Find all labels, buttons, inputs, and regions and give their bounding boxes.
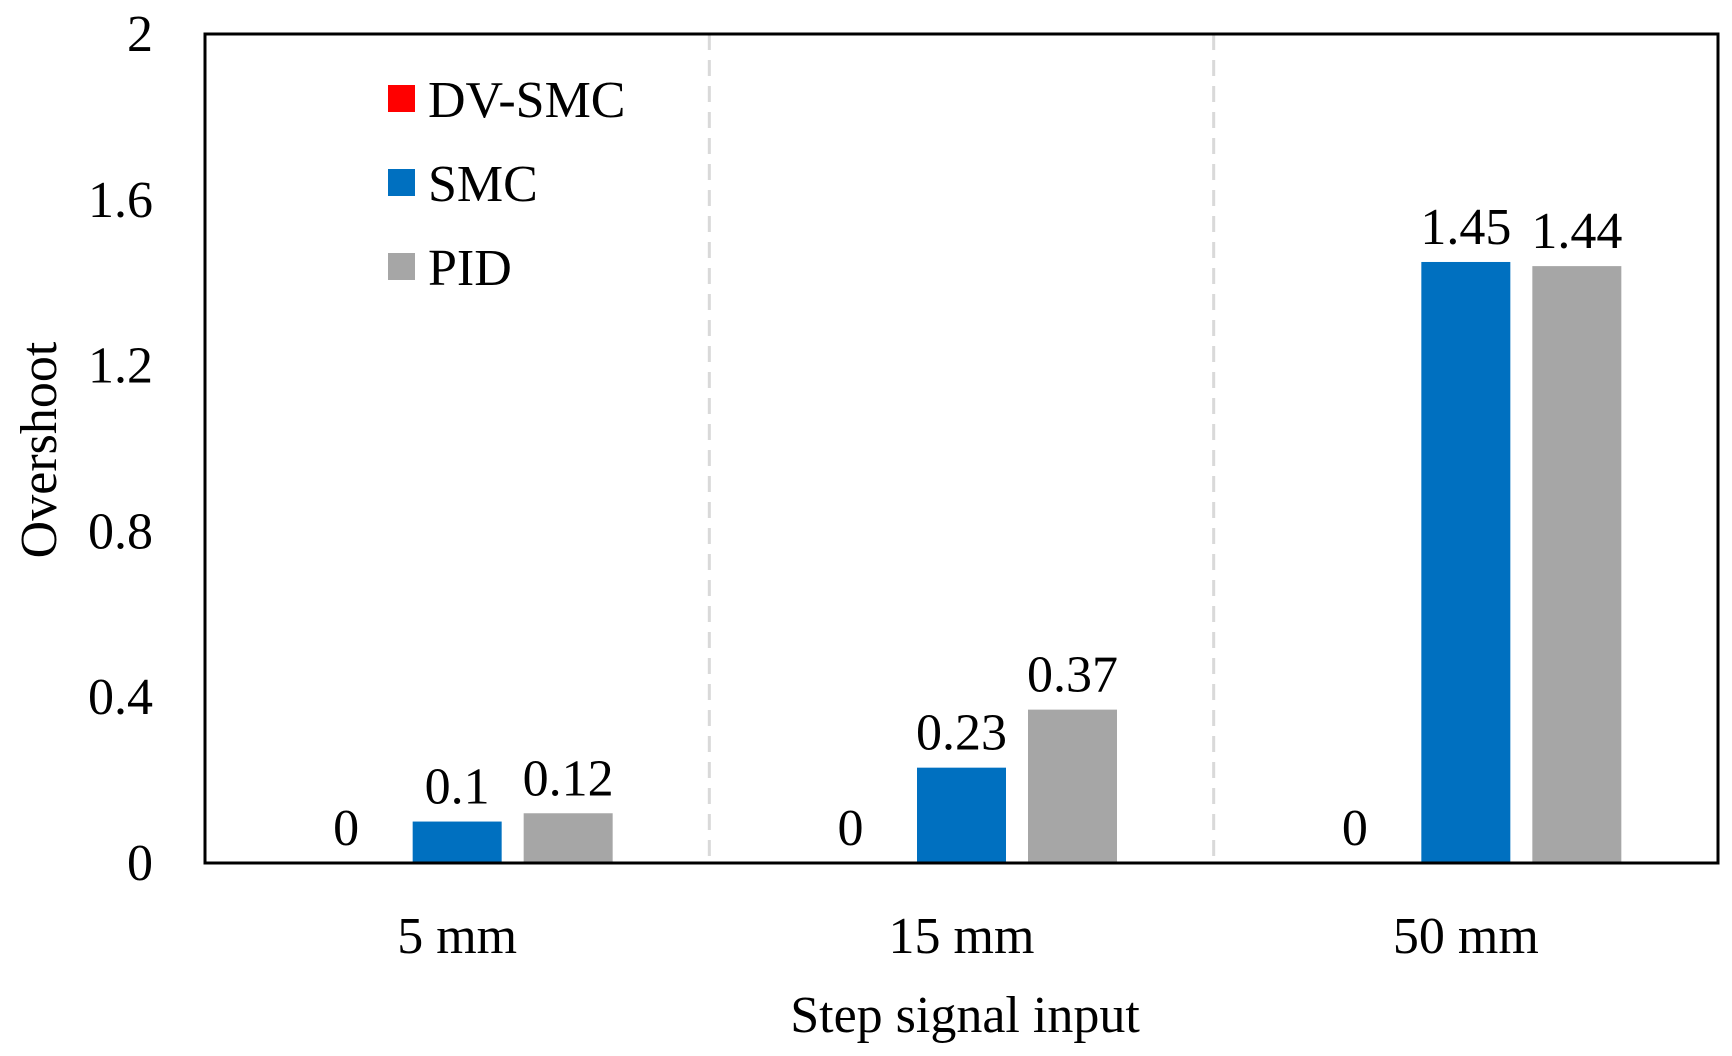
bars-group — [412, 261, 1622, 864]
data-label-dv-smc: 0 — [333, 800, 359, 857]
y-tick-label: 0.8 — [88, 503, 153, 560]
category-separators — [707, 34, 1216, 863]
data-label-smc: 1.45 — [1420, 199, 1511, 256]
x-axis-ticks: 5 mm 15 mm 50 mm — [397, 908, 1539, 965]
y-tick-label: 1.6 — [88, 172, 153, 229]
bar-smc — [412, 821, 502, 863]
data-label-dv-smc: 0 — [838, 800, 864, 857]
bar-pid — [1028, 709, 1117, 863]
x-axis-label: Step signal input — [790, 987, 1140, 1044]
bar-pid — [523, 813, 613, 863]
x-tick-label: 5 mm — [397, 908, 517, 965]
plot-area-frame — [203, 32, 1720, 865]
legend-swatch-pid — [388, 253, 415, 280]
x-tick-label: 15 mm — [889, 908, 1035, 965]
y-tick-label: 0.4 — [88, 669, 153, 726]
data-label-pid: 0.12 — [523, 750, 614, 807]
bar-smc — [1421, 261, 1511, 864]
y-axis-ticks: 0 0.4 0.8 1.2 1.6 2 — [88, 6, 153, 892]
legend-label-dv-smc: DV-SMC — [428, 72, 626, 129]
data-label-pid: 1.44 — [1531, 203, 1622, 260]
y-tick-label: 0 — [127, 835, 153, 892]
data-label-smc: 0.1 — [425, 759, 490, 816]
legend-label-smc: SMC — [428, 156, 538, 213]
bar-pid — [1532, 266, 1622, 863]
y-tick-label: 1.2 — [88, 338, 153, 395]
legend: DV-SMC SMC PID — [388, 72, 626, 297]
bar-smc — [917, 767, 1006, 863]
legend-swatch-smc — [388, 169, 415, 196]
data-label-pid: 0.37 — [1027, 647, 1118, 704]
y-tick-label: 2 — [127, 6, 153, 63]
data-label-dv-smc: 0 — [1342, 800, 1368, 857]
legend-label-pid: PID — [428, 240, 512, 297]
legend-swatch-dv-smc — [388, 85, 415, 112]
y-axis-label: Overshoot — [11, 341, 68, 558]
data-label-smc: 0.23 — [916, 705, 1007, 762]
x-tick-label: 50 mm — [1393, 908, 1539, 965]
data-labels-group: 0 0 0 0.1 0.23 1.45 0.12 0.37 1.44 — [333, 199, 1622, 857]
